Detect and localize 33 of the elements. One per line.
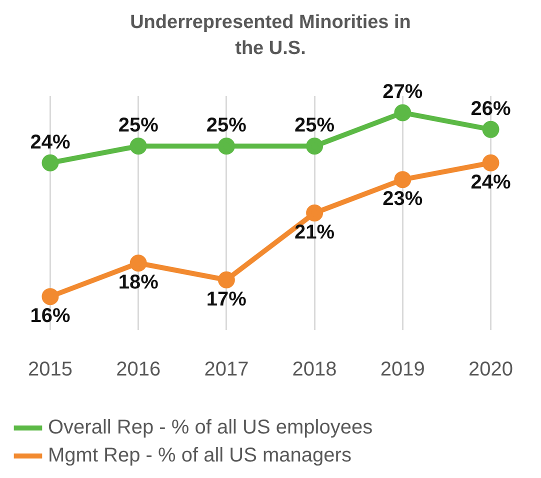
point [394,104,412,122]
x-tick-label: 2018 [292,358,337,381]
data-label: 18% [118,272,159,294]
data-label: 23% [382,188,423,210]
data-label: 26% [470,98,511,120]
point [218,138,235,155]
data-label: 25% [118,114,159,137]
chart-title: Underrepresented Minorities in the U.S. [129,11,412,61]
data-label: 25% [206,114,247,137]
point [130,138,147,155]
data-label: 25% [294,114,335,137]
point [306,138,324,155]
x-tick-label: 2020 [468,358,514,381]
x-tick-label: 2015 [28,358,72,381]
point [482,154,500,172]
legend-label: Mgmt Rep - % of all US managers [48,444,352,467]
x-tick-label: 2017 [204,358,249,381]
point [482,120,500,138]
data-label: 16% [30,305,70,328]
x-tick-label: 2019 [380,358,425,381]
legend-label: Overall Rep - % of all US employees [48,416,373,439]
point [306,204,324,222]
x-tick-label: 2016 [116,358,161,381]
data-label: 17% [206,288,247,310]
point [42,288,59,306]
point [130,254,147,272]
point [394,171,412,188]
data-label: 24% [470,171,511,194]
data-label: 24% [30,131,70,154]
point [42,154,59,172]
data-label: 21% [294,222,335,244]
point [218,271,235,288]
data-label: 27% [382,81,423,104]
